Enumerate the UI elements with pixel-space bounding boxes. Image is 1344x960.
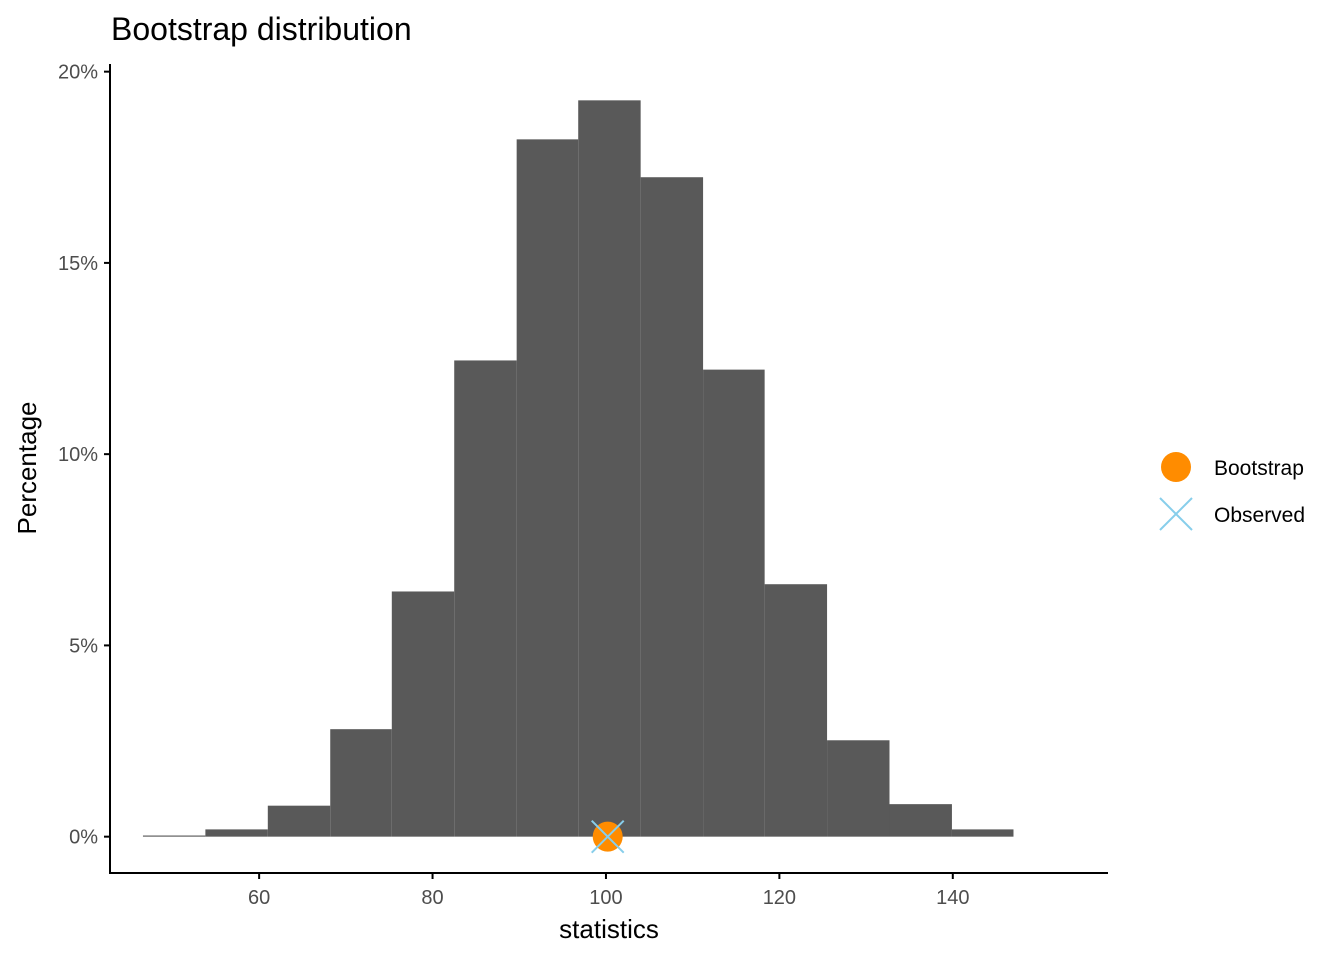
histogram-bar-9 [703, 369, 765, 837]
histogram-bar-8 [640, 177, 704, 837]
x-tick-label-2: 100 [589, 887, 622, 909]
histogram-bar-11 [827, 740, 890, 837]
histogram-bar-6 [516, 139, 579, 837]
x-axis-title: statistics [559, 914, 659, 944]
point-markers [590, 819, 625, 854]
y-tick-label-1: 5% [69, 635, 98, 657]
histogram-bar-3 [330, 729, 392, 837]
histogram-bars [142, 100, 1014, 837]
y-tick-label-0: 0% [69, 827, 98, 849]
observed-point [590, 819, 625, 854]
legend: Bootstrap Observed [1159, 452, 1305, 531]
histogram-bar-7 [578, 100, 641, 837]
y-axis-title: Percentage [12, 402, 42, 535]
histogram-bar-12 [889, 804, 952, 837]
y-tick-label-2: 10% [58, 444, 98, 466]
histogram-bar-4 [391, 591, 455, 837]
histogram-bar-13 [951, 829, 1014, 837]
histogram-bar-5 [454, 360, 517, 837]
legend-key-observed [1159, 497, 1193, 531]
legend-label-observed: Observed [1214, 504, 1305, 527]
histogram-bar-2 [267, 805, 331, 837]
x-tick-label-1: 80 [421, 887, 443, 909]
histogram-bar-1 [205, 829, 268, 837]
x-tick-label-3: 120 [763, 887, 796, 909]
x-axis-ticks: 60 80 100 120 140 [248, 873, 969, 909]
histogram-bar-10 [764, 584, 828, 837]
y-tick-label-3: 15% [58, 253, 98, 275]
legend-key-bootstrap [1161, 452, 1191, 482]
x-tick-label-4: 140 [936, 887, 969, 909]
legend-label-bootstrap: Bootstrap [1214, 457, 1304, 480]
chart-title: Bootstrap distribution [111, 11, 412, 47]
y-axis-ticks: 0% 5% 10% 15% 20% [58, 62, 110, 849]
y-tick-label-4: 20% [58, 62, 98, 84]
x-tick-label-0: 60 [248, 887, 270, 909]
histogram-bar-0 [142, 835, 206, 837]
